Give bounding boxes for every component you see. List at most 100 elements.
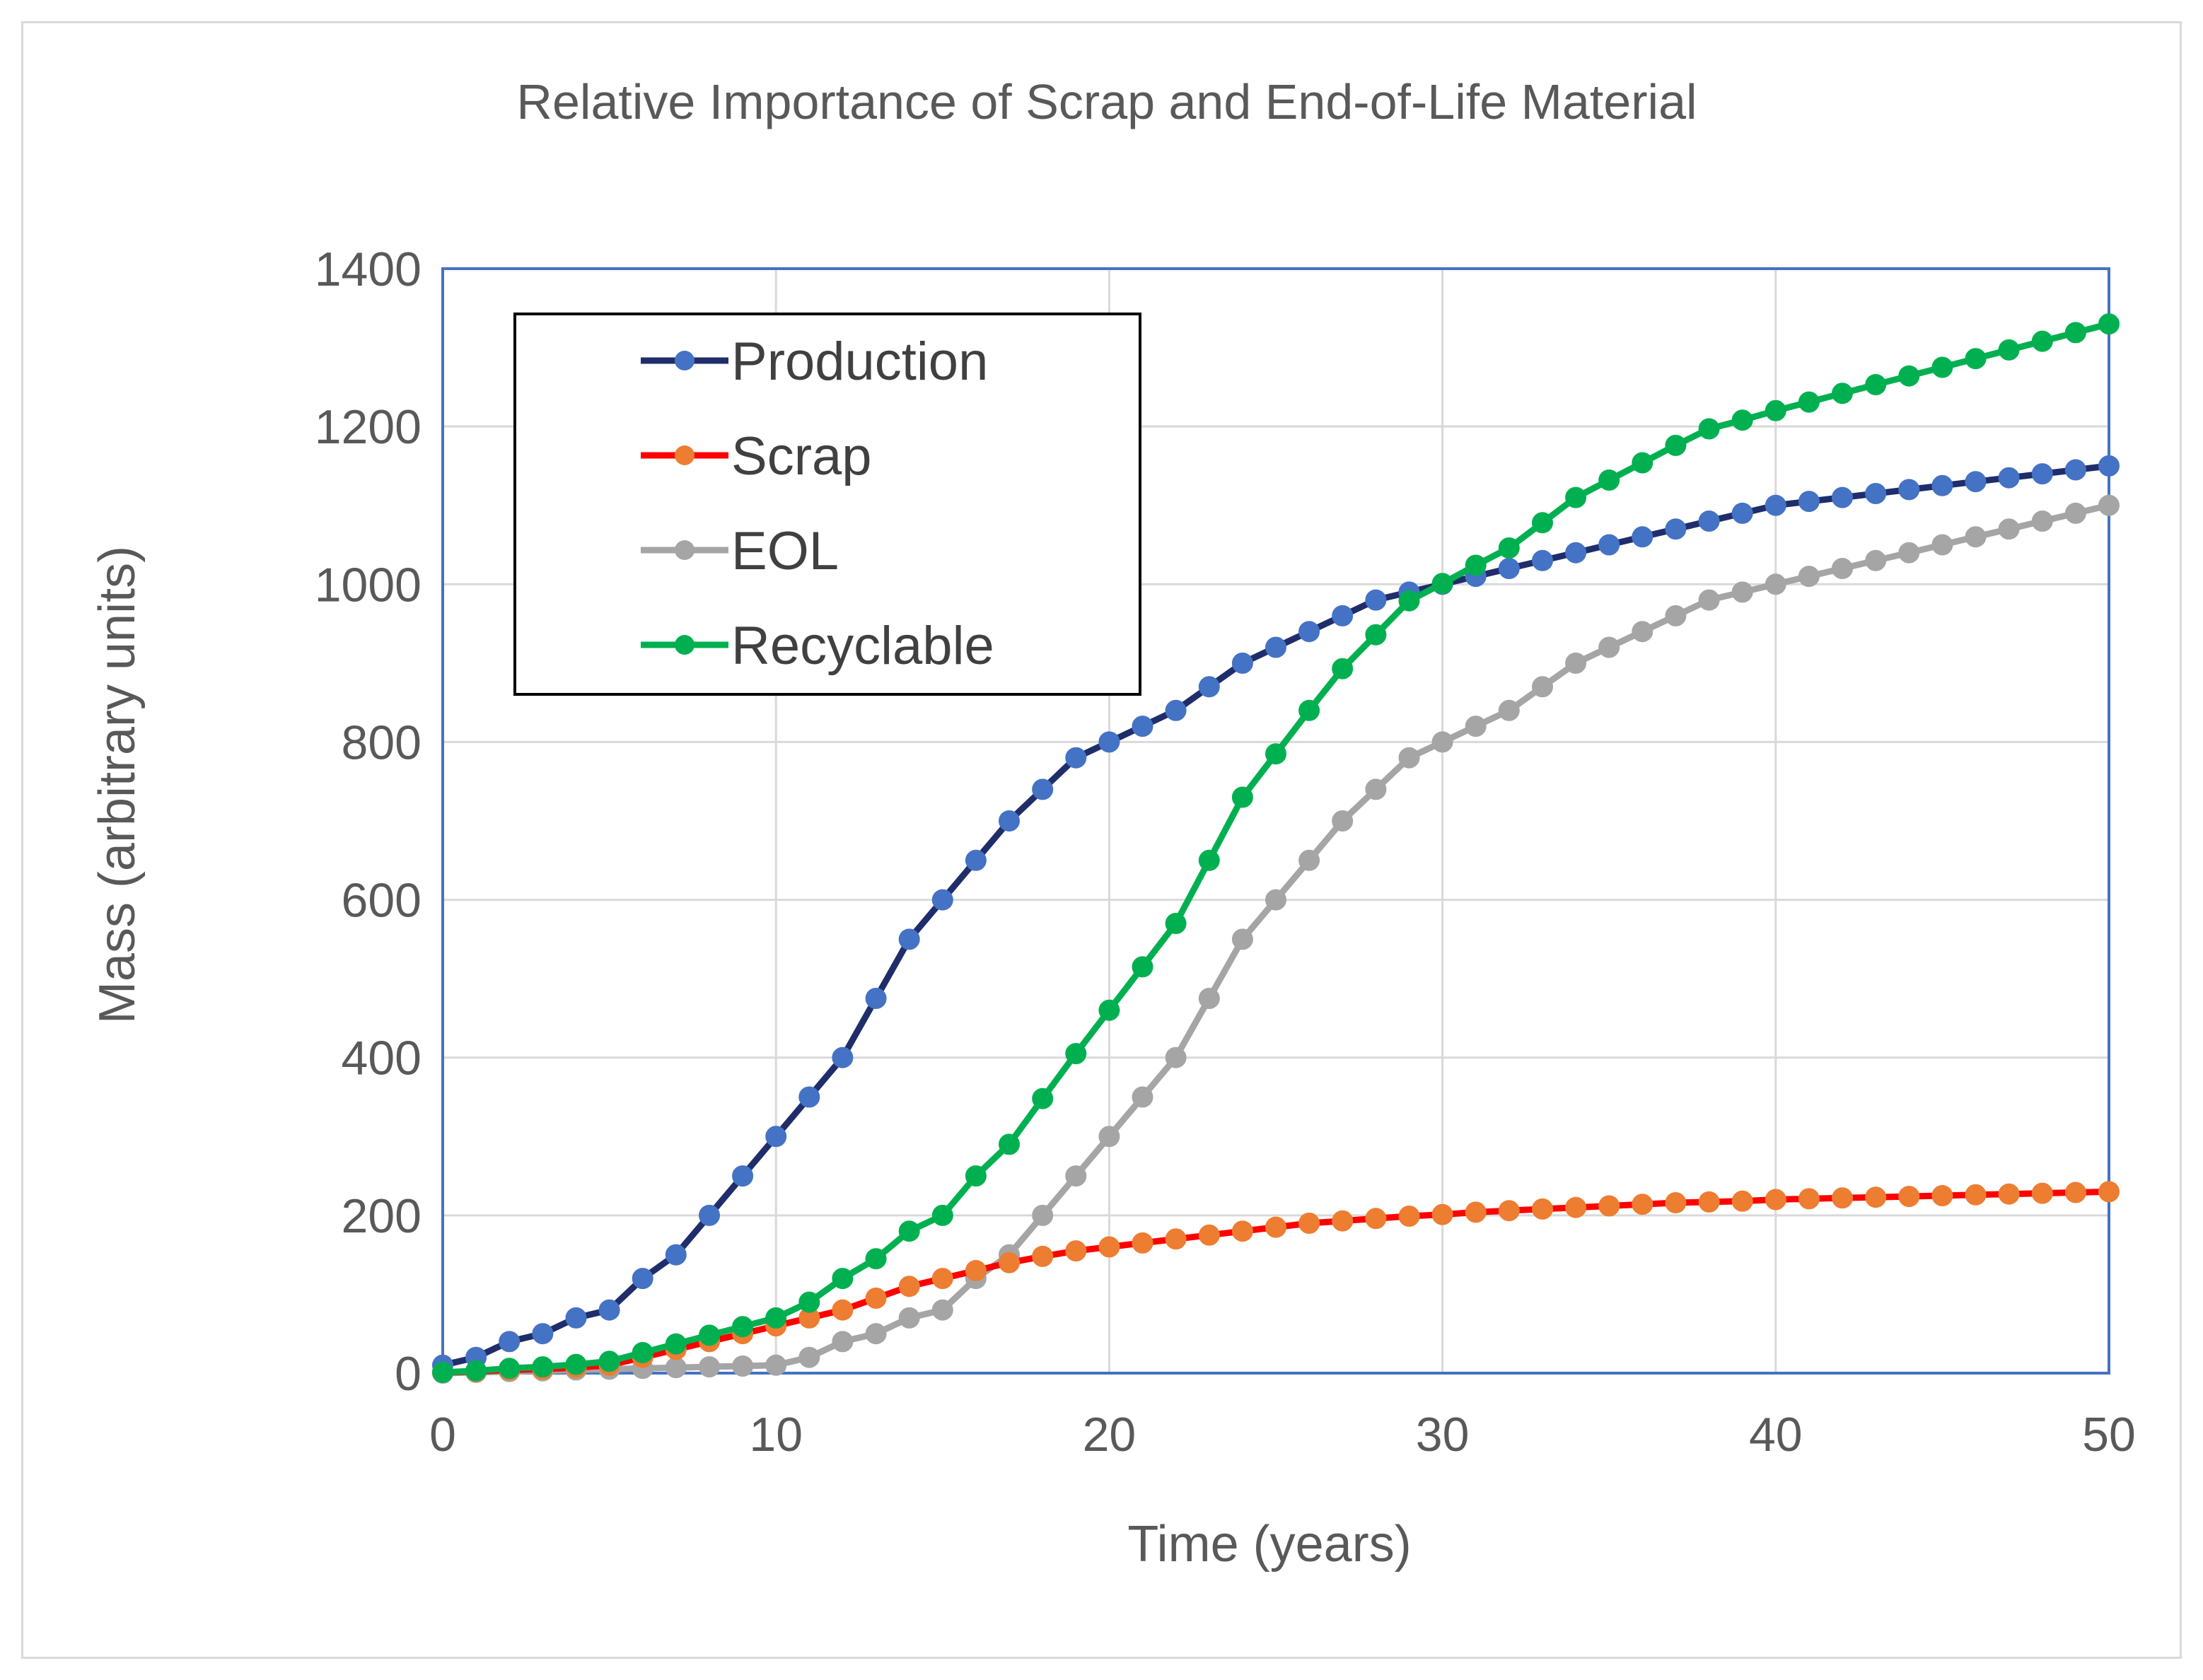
data-point xyxy=(965,1165,987,1187)
data-point xyxy=(1931,534,1953,556)
data-point xyxy=(765,1354,787,1376)
data-point xyxy=(1098,999,1120,1021)
data-point xyxy=(499,1331,521,1353)
data-point xyxy=(1498,1200,1520,1222)
legend-item-recyclable: Recyclable xyxy=(641,616,994,676)
data-point xyxy=(1265,743,1286,765)
data-point xyxy=(1132,1232,1153,1254)
data-point xyxy=(832,1331,854,1353)
y-tick-label: 400 xyxy=(342,1032,422,1085)
legend-swatch-marker xyxy=(675,351,694,371)
data-point xyxy=(1765,573,1786,595)
data-point xyxy=(1298,699,1320,721)
data-point xyxy=(1865,549,1887,571)
data-point xyxy=(1198,676,1220,698)
data-point xyxy=(1965,348,1987,370)
data-point xyxy=(1632,1194,1653,1215)
x-tick-label: 0 xyxy=(429,1408,456,1462)
series-recyclable xyxy=(432,313,2120,1383)
data-point xyxy=(1265,1216,1286,1238)
data-point xyxy=(1698,589,1720,611)
data-point xyxy=(1698,1191,1720,1213)
data-point xyxy=(1698,511,1720,532)
data-point xyxy=(1865,483,1887,504)
data-point xyxy=(699,1324,720,1346)
data-point xyxy=(1365,589,1387,611)
data-point xyxy=(1265,636,1286,658)
data-point xyxy=(2098,455,2120,477)
data-point xyxy=(1498,558,1520,579)
data-point xyxy=(1998,518,2020,540)
data-point xyxy=(665,1333,687,1355)
data-point xyxy=(1598,1195,1620,1217)
data-point xyxy=(965,849,987,871)
data-point xyxy=(1598,636,1620,658)
data-point xyxy=(865,1288,887,1309)
data-point xyxy=(465,1360,487,1382)
data-point xyxy=(499,1358,521,1379)
data-point xyxy=(665,1357,687,1379)
data-point xyxy=(1998,467,2020,489)
data-point xyxy=(699,1356,720,1378)
plot-area-border xyxy=(441,267,2110,1375)
data-point xyxy=(1398,1206,1420,1227)
data-point xyxy=(1198,988,1220,1009)
data-point xyxy=(1598,469,1620,491)
data-point xyxy=(1731,581,1753,603)
data-point xyxy=(1931,356,1953,378)
data-point xyxy=(931,1268,953,1290)
data-point xyxy=(1632,526,1653,548)
data-point xyxy=(798,1086,820,1108)
data-point xyxy=(1832,558,1853,579)
data-point xyxy=(665,1244,687,1266)
legend-item-production: Production xyxy=(641,332,988,392)
data-point xyxy=(1498,699,1520,721)
data-point xyxy=(1132,716,1153,737)
data-point xyxy=(1065,1165,1087,1187)
data-point xyxy=(1998,339,2020,361)
data-point xyxy=(1865,374,1887,395)
data-point xyxy=(1698,418,1720,440)
data-point xyxy=(1265,889,1286,911)
data-point xyxy=(1465,554,1487,576)
data-point xyxy=(1665,434,1687,456)
data-point xyxy=(1898,542,1920,564)
data-point xyxy=(1198,849,1220,871)
data-point xyxy=(1965,1184,1987,1206)
y-axis-label: Mass (arbitrary units) xyxy=(89,546,146,1024)
legend-label: Scrap xyxy=(731,426,872,486)
data-point xyxy=(1332,810,1354,832)
x-axis-label: Time (years) xyxy=(1127,1516,1411,1573)
data-point xyxy=(1898,1186,1920,1208)
data-point xyxy=(865,1248,887,1270)
data-point xyxy=(1365,624,1387,646)
data-point xyxy=(1165,1228,1187,1250)
data-point xyxy=(1231,652,1253,674)
data-point xyxy=(1065,1240,1087,1262)
legend-item-eol: EOL xyxy=(641,521,839,581)
data-point xyxy=(699,1204,720,1226)
y-tick-label: 1000 xyxy=(315,558,422,612)
legend-label: Recyclable xyxy=(731,616,994,676)
data-point xyxy=(2098,494,2120,516)
data-point xyxy=(598,1351,620,1372)
data-point xyxy=(1998,1183,2020,1205)
data-point xyxy=(565,1353,587,1375)
data-point xyxy=(632,1342,653,1363)
data-point xyxy=(1565,652,1587,674)
data-point xyxy=(598,1299,620,1321)
data-point xyxy=(1431,731,1453,753)
data-point xyxy=(798,1346,820,1368)
data-point xyxy=(1365,1208,1387,1230)
data-point xyxy=(1798,491,1820,513)
data-point xyxy=(1032,1245,1054,1267)
data-point xyxy=(1532,1198,1553,1220)
y-tick-label: 800 xyxy=(342,716,422,769)
data-point xyxy=(1565,1196,1587,1218)
data-point xyxy=(1398,747,1420,769)
data-point xyxy=(1765,399,1786,421)
data-point xyxy=(1532,676,1553,698)
data-point xyxy=(2064,1182,2086,1203)
x-tick-label: 50 xyxy=(2082,1408,2136,1462)
y-tick-label: 0 xyxy=(395,1347,422,1401)
